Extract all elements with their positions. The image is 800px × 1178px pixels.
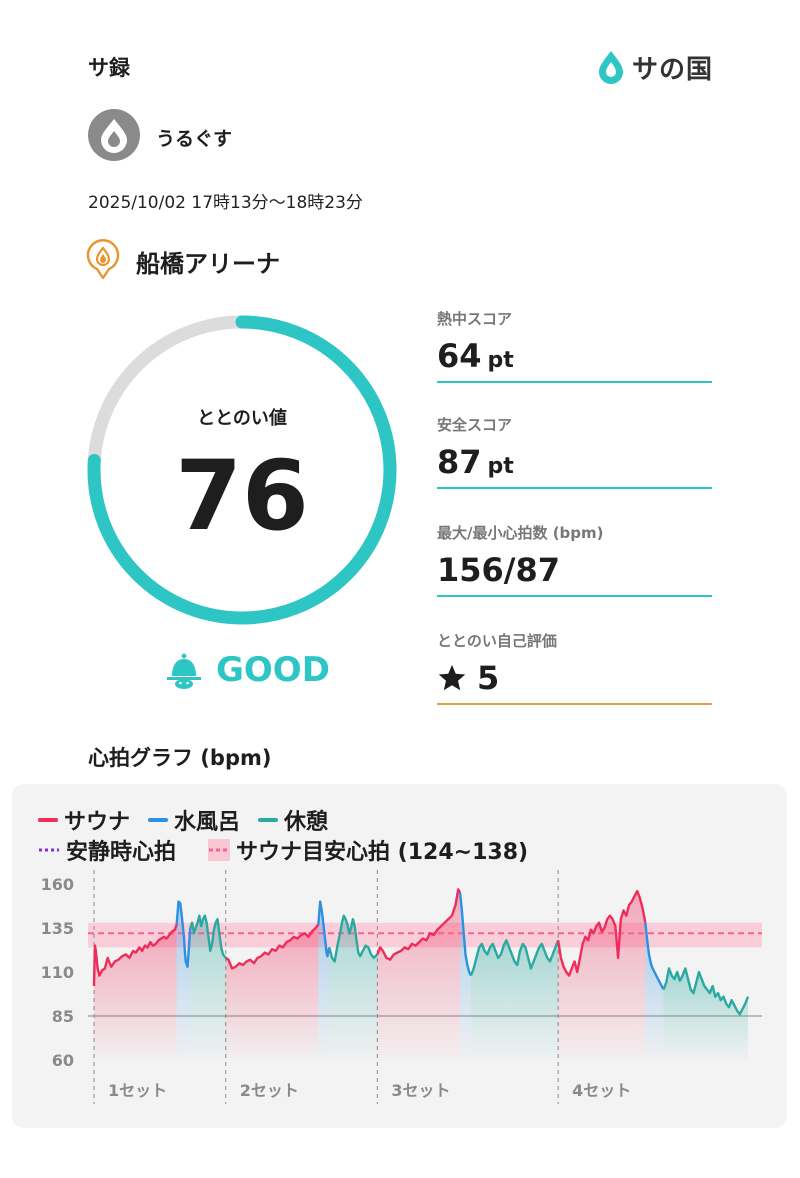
line-rest (328, 914, 379, 963)
legend-label: 安静時心拍 (66, 840, 177, 865)
area-sauna (94, 924, 177, 1060)
facility-pin-icon (86, 239, 120, 280)
user-name[interactable]: うるぐす (156, 128, 233, 150)
heart-rate-chart: 60 85 110 135 160 1セット 2セット 3セット 4セット (41, 870, 762, 1104)
legend-swatch (38, 818, 58, 822)
y-tick-label: 135 (41, 919, 74, 938)
line-sauna (225, 923, 320, 970)
brand-logo: サの国 (596, 50, 714, 85)
stat-value: 64 pt (437, 337, 712, 381)
line-rest (189, 914, 227, 959)
rating-badge: GOOD (164, 648, 330, 692)
legend-rest: 休憩 (258, 804, 328, 836)
safety-score-value: 87 (437, 443, 482, 481)
stat-label: ととのい自己評価 (437, 632, 557, 650)
facility-name[interactable]: 船橋アリーナ (136, 250, 280, 278)
line-cold (317, 900, 331, 958)
line-rest (469, 939, 560, 976)
y-tick-label: 60 (52, 1051, 74, 1070)
line-sauna (376, 888, 462, 961)
stat-heat-score: 熱中スコア 64 pt (437, 308, 712, 383)
droplet-icon (599, 51, 623, 84)
stat-label: 熱中スコア (437, 310, 513, 328)
droplet-icon (101, 119, 127, 153)
line-cold (175, 900, 192, 968)
y-tick-label: 85 (52, 1007, 74, 1026)
gauge-progress (87, 315, 397, 625)
line-sauna (92, 924, 178, 987)
session-time: 2025/10/02 17時13分〜18時23分 (88, 193, 363, 213)
legend-label: サウナ目安心拍 (124~138) (236, 840, 529, 865)
stat-value: 5 (437, 659, 712, 703)
stat-label: 最大/最小心拍数 (bpm) (437, 524, 604, 542)
area-rest (329, 915, 378, 1060)
stat-heart-rate: 最大/最小心拍数 (bpm) 156/87 (437, 522, 712, 597)
avatar[interactable] (88, 109, 140, 161)
heat-score-unit: pt (487, 348, 514, 373)
legend-sauna: サウナ (38, 804, 130, 836)
self-rating-value: 5 (477, 659, 500, 697)
stat-self-rating: ととのい自己評価 5 (437, 630, 712, 705)
stat-divider (437, 381, 712, 383)
rating-text: GOOD (216, 650, 330, 690)
heart-rate-value: 156/87 (437, 551, 561, 589)
legend-label: 休憩 (284, 810, 329, 835)
line-rest (662, 967, 750, 1016)
star-icon (438, 664, 466, 691)
stat-divider (437, 595, 712, 597)
legend-swatch (258, 818, 279, 822)
gauge-value: 76 (175, 440, 309, 552)
area-rest (190, 915, 226, 1060)
area-rest (470, 940, 559, 1060)
line-cold (644, 922, 665, 991)
legend-row: サウナ 水風呂 休憩 (38, 804, 340, 836)
area-cold (176, 901, 191, 1060)
set-label: 3セット (391, 1081, 450, 1100)
sauna-hat-icon (167, 653, 201, 689)
stat-value: 87 pt (437, 443, 712, 487)
area-cold (645, 922, 664, 1060)
heart-rate-graph-card: サウナ 水風呂 休憩 安静時心拍 サウナ目安心拍 (124~138) 60 85 1… (12, 784, 787, 1128)
legend-row: 安静時心拍 サウナ目安心拍 (124~138) (38, 834, 540, 866)
app-title: サ録 (88, 56, 130, 80)
stat-safety-score: 安全スコア 87 pt (437, 414, 712, 489)
line-sauna (556, 889, 647, 977)
stat-label: 安全スコア (437, 416, 513, 434)
stat-divider (437, 703, 712, 705)
legend-swatch (148, 818, 169, 822)
set-label: 4セット (572, 1081, 631, 1100)
gauge-label: ととのい値 (197, 408, 287, 429)
area-cold (318, 901, 330, 1060)
set-label: 1セット (108, 1081, 167, 1100)
area-rest (663, 968, 748, 1060)
safety-score-unit: pt (487, 454, 514, 479)
set-label: 2セット (240, 1081, 299, 1100)
y-tick-label: 160 (41, 875, 74, 894)
legend-resting-hr: 安静時心拍 (38, 834, 176, 866)
area-sauna (377, 889, 461, 1060)
heat-score-value: 64 (437, 337, 482, 375)
stat-divider (437, 487, 712, 489)
graph-title: 心拍グラフ (bpm) (88, 746, 272, 770)
line-cold (458, 892, 473, 977)
legend-target-hr: サウナ目安心拍 (124~138) (208, 834, 528, 866)
totonoi-gauge (87, 315, 397, 625)
area-sauna (225, 924, 319, 1060)
legend-label: 水風呂 (174, 810, 241, 835)
legend-label: サウナ (64, 810, 131, 835)
y-tick-label: 110 (41, 963, 74, 982)
brand-name: サの国 (632, 54, 714, 85)
legend-swatch (208, 839, 231, 861)
area-sauna (558, 891, 646, 1060)
legend-cold: 水風呂 (148, 804, 240, 836)
